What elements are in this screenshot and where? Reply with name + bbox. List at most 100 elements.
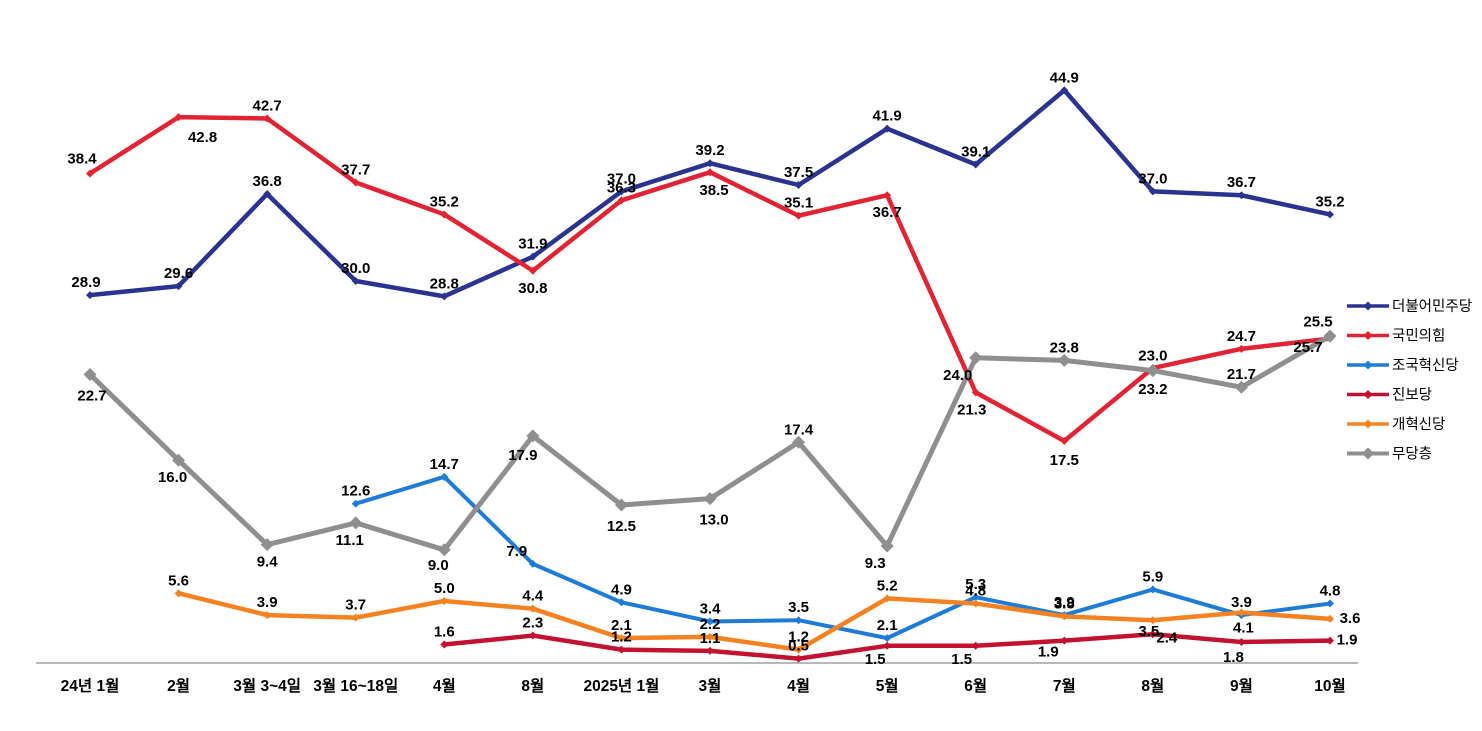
data-point-label: 3.9 — [1054, 594, 1075, 611]
data-point-marker — [703, 492, 717, 506]
legend-diamond-icon — [1363, 331, 1373, 340]
data-point-label: 28.9 — [71, 274, 100, 291]
data-point-label: 44.9 — [1050, 69, 1079, 86]
data-point-marker — [705, 168, 714, 177]
data-point-marker — [883, 594, 892, 603]
data-point-label: 3.9 — [257, 594, 278, 611]
data-point-label: 1.8 — [1223, 649, 1244, 666]
data-point-label: 5.9 — [1142, 568, 1163, 585]
data-point-marker — [528, 252, 537, 261]
data-point-label: 35.2 — [1315, 193, 1344, 210]
data-point-marker — [263, 189, 272, 198]
data-point-marker — [351, 277, 360, 285]
data-point-marker — [1060, 86, 1069, 95]
data-point-label: 9.3 — [865, 555, 886, 572]
data-point-marker — [528, 559, 537, 568]
legend-diamond-icon — [1363, 301, 1373, 311]
data-point-marker — [971, 593, 980, 602]
legend-diamond-icon — [1363, 419, 1373, 429]
data-point-label: 38.4 — [67, 150, 97, 167]
data-point-label: 3.9 — [1231, 594, 1252, 611]
data-point-marker — [971, 599, 980, 608]
data-point-marker — [794, 645, 803, 654]
data-point-marker — [969, 351, 983, 365]
data-point-marker — [792, 435, 806, 449]
series-labels-무당층: 22.7 16.0 9.4 11.1 9.0 17.9 12.5 13.0 17.4 9.3 24.… — [77, 339, 1322, 574]
data-point-label: 42.8 — [188, 129, 217, 146]
data-point-label: 17.4 — [784, 421, 814, 438]
data-point-label: 23.0 — [1138, 348, 1167, 365]
legend-item-label: 조국혁신당 — [1392, 357, 1459, 374]
data-point-label: 36.7 — [1227, 174, 1256, 191]
data-point-label: 28.8 — [430, 275, 459, 292]
data-point-label: 25.5 — [1303, 314, 1332, 331]
data-point-marker — [1146, 364, 1160, 378]
data-point-marker — [617, 196, 626, 205]
data-point-label: 4.4 — [522, 588, 544, 605]
data-point-label: 42.7 — [253, 97, 282, 114]
data-point-label: 2.2 — [700, 616, 721, 633]
data-point-label: 3.8 — [1054, 595, 1075, 612]
data-point-marker — [617, 634, 626, 643]
data-point-label: 5.2 — [877, 577, 898, 594]
data-point-marker — [1325, 614, 1334, 623]
legend-item-더불어민주당: 더불어민주당 — [1347, 298, 1472, 315]
data-point-label: 1.1 — [700, 630, 721, 647]
data-point-marker — [263, 114, 272, 123]
data-point-label: 37.0 — [1138, 170, 1167, 187]
series-line-조국혁신당 — [353, 474, 1332, 641]
data-point-marker — [614, 498, 628, 512]
data-point-marker — [528, 631, 537, 640]
data-point-label: 24.0 — [943, 367, 972, 384]
data-point-marker — [794, 211, 803, 220]
data-point-label: 36.8 — [253, 173, 282, 190]
data-point-label: 0.5 — [788, 638, 809, 655]
data-point-label: 35.2 — [430, 193, 459, 210]
data-point-label: 22.7 — [77, 387, 106, 404]
data-point-label: 11.1 — [336, 532, 364, 549]
x-axis-tick-label: 10월 — [1314, 677, 1346, 695]
data-point-marker — [86, 291, 94, 300]
data-point-label: 30.8 — [518, 280, 547, 297]
data-point-label: 5.3 — [965, 576, 986, 593]
data-point-label: 9.4 — [257, 554, 279, 571]
data-point-marker — [883, 634, 892, 643]
data-point-label: 30.0 — [341, 260, 370, 277]
data-point-label: 14.7 — [430, 456, 459, 473]
data-point-marker — [172, 453, 186, 467]
data-point-marker — [1148, 585, 1157, 594]
data-point-label: 39.2 — [695, 142, 724, 159]
data-point-label: 2.1 — [877, 617, 898, 634]
data-point-label: 3.6 — [1340, 610, 1361, 627]
data-point-marker — [1325, 636, 1334, 645]
x-axis-tick-label: 2025년 1월 — [583, 676, 659, 695]
data-point-marker — [705, 646, 714, 655]
data-point-label: 13.0 — [699, 512, 728, 529]
data-point-label: 21.3 — [957, 401, 986, 418]
series-진보당 — [440, 630, 1334, 663]
data-point-label: 21.7 — [1227, 366, 1256, 383]
data-point-label: 7.9 — [506, 543, 527, 560]
x-axis-tick-label: 9월 — [1230, 677, 1253, 695]
series-무당층 — [83, 329, 1337, 557]
data-point-marker — [617, 598, 626, 607]
data-point-label: 25.7 — [1293, 339, 1322, 356]
series-line-개혁신당 — [176, 591, 1333, 652]
data-point-label: 41.9 — [873, 108, 902, 125]
legend-item-진보당: 진보당 — [1347, 387, 1432, 404]
data-point-marker — [1060, 636, 1069, 645]
data-point-label: 1.5 — [951, 651, 972, 668]
data-point-label: 37.5 — [784, 164, 813, 181]
data-point-marker — [440, 292, 449, 301]
data-point-label: 4.9 — [611, 581, 632, 598]
data-point-label: 37.0 — [607, 170, 636, 187]
data-point-label: 4.8 — [1320, 583, 1341, 600]
data-point-label: 1.5 — [865, 651, 886, 668]
series-labels-개혁신당: 5.6 3.9 3.7 5.0 4.4 2.1 2.2 1.2 5.2 4.8 3.8 3.5 4.1 3… — [168, 572, 1360, 645]
series-더불어민주당 — [86, 86, 1334, 301]
legend-item-조국혁신당: 조국혁신당 — [1347, 357, 1459, 374]
series-labels-진보당: 1.6 2.3 1.2 1.1 0.5 1.5 1.5 1.9 2.4 1.8 1.9 — [434, 615, 1358, 668]
legend-item-label: 진보당 — [1392, 387, 1432, 404]
x-axis-tick-label: 3월 3~4일 — [233, 677, 301, 695]
data-point-marker — [883, 124, 892, 133]
